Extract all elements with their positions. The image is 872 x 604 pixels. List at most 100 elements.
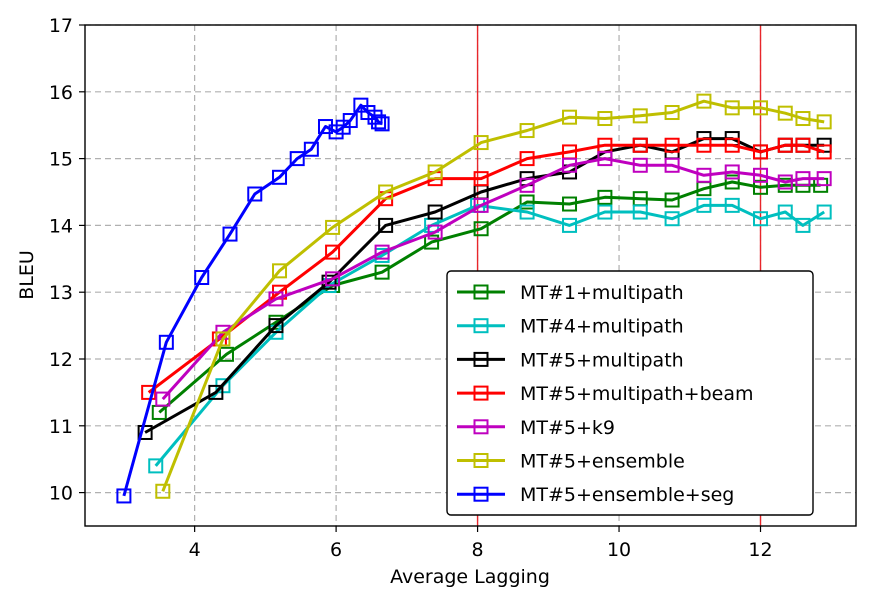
legend-entry-4: MT#5+multipath+beam <box>457 383 754 405</box>
legend-entry-1: MT#1+multipath <box>457 282 684 304</box>
data-point <box>325 244 341 260</box>
data-point <box>816 204 832 220</box>
data-point <box>753 144 769 160</box>
data-point <box>519 194 535 210</box>
data-point <box>208 384 224 400</box>
data-point <box>303 141 319 157</box>
data-point <box>664 211 680 227</box>
legend-swatch-marker <box>473 419 489 435</box>
legend-label: MT#5+ensemble+seg <box>520 484 734 506</box>
data-point <box>473 221 489 237</box>
data-point <box>753 100 769 116</box>
data-point <box>215 331 231 347</box>
data-point <box>632 204 648 220</box>
data-point <box>795 171 811 187</box>
data-point <box>342 113 358 129</box>
x-tick-label: 4 <box>189 539 201 561</box>
data-point <box>155 483 171 499</box>
data-point <box>378 217 394 233</box>
data-point <box>724 164 740 180</box>
data-point <box>597 204 613 220</box>
data-point <box>597 189 613 205</box>
legend-label: MT#5+multipath <box>520 349 684 371</box>
data-point <box>272 263 288 279</box>
data-point <box>816 114 832 130</box>
data-point <box>664 157 680 173</box>
data-point <box>374 116 390 132</box>
data-point <box>378 184 394 200</box>
legend-entry-2: MT#4+multipath <box>457 316 684 338</box>
data-point <box>473 197 489 213</box>
series-line-5 <box>161 157 825 401</box>
data-point <box>268 291 284 307</box>
data-point <box>427 224 443 240</box>
data-point <box>268 318 284 334</box>
axis-ticks: 4 6 8 10 12 10 11 12 13 14 15 16 17 <box>49 15 773 561</box>
data-point <box>696 137 712 153</box>
data-point <box>218 346 234 362</box>
series-layer <box>116 93 832 504</box>
data-point <box>562 157 578 173</box>
series-line-4 <box>147 143 825 394</box>
data-point <box>696 197 712 213</box>
x-tick-label: 10 <box>607 539 631 561</box>
data-point <box>562 217 578 233</box>
data-point <box>137 424 153 440</box>
y-tick-label: 17 <box>49 15 73 37</box>
data-point <box>289 151 305 167</box>
y-tick-label: 16 <box>49 82 73 104</box>
plot-frame <box>84 24 857 527</box>
y-tick-label: 11 <box>49 416 73 438</box>
y-tick-label: 15 <box>49 149 73 171</box>
data-point <box>664 105 680 121</box>
legend-swatch-marker <box>473 486 489 502</box>
data-point <box>724 100 740 116</box>
x-tick-label: 8 <box>472 539 484 561</box>
legend-label: MT#4+multipath <box>520 316 684 338</box>
data-point <box>473 135 489 151</box>
data-point <box>795 111 811 127</box>
legend-swatch-marker <box>473 351 489 367</box>
data-point <box>222 226 238 242</box>
legend-label: MT#5+k9 <box>520 417 615 439</box>
data-point <box>424 234 440 250</box>
legend-swatch-marker <box>473 318 489 334</box>
series-5 <box>155 151 832 407</box>
data-point <box>272 169 288 185</box>
data-point <box>562 196 578 212</box>
y-axis-label: BLEU <box>16 250 38 300</box>
data-point <box>325 271 341 287</box>
y-tick-label: 12 <box>49 349 73 371</box>
data-point <box>325 219 341 235</box>
legend-entry-6: MT#5+ensemble <box>457 451 685 473</box>
data-point <box>141 384 157 400</box>
data-point <box>597 151 613 167</box>
legend-label: MT#5+ensemble <box>520 451 685 473</box>
data-point <box>427 204 443 220</box>
data-point <box>427 164 443 180</box>
x-tick-label: 6 <box>330 539 342 561</box>
data-point <box>724 174 740 190</box>
series-line-7 <box>122 103 383 497</box>
data-point <box>562 109 578 125</box>
data-point <box>696 93 712 109</box>
y-tick-label: 13 <box>49 282 73 304</box>
data-point <box>194 270 210 286</box>
data-point <box>473 171 489 187</box>
data-point <box>632 157 648 173</box>
data-point <box>519 123 535 139</box>
x-tick-label: 12 <box>748 539 772 561</box>
data-point <box>247 186 263 202</box>
data-point <box>724 137 740 153</box>
data-point <box>696 167 712 183</box>
legend-box <box>446 270 814 516</box>
data-point <box>597 111 613 127</box>
data-point <box>519 177 535 193</box>
data-point <box>753 167 769 183</box>
data-point <box>664 192 680 208</box>
data-point <box>777 174 793 190</box>
data-point <box>795 137 811 153</box>
data-point <box>777 105 793 121</box>
data-point <box>816 171 832 187</box>
